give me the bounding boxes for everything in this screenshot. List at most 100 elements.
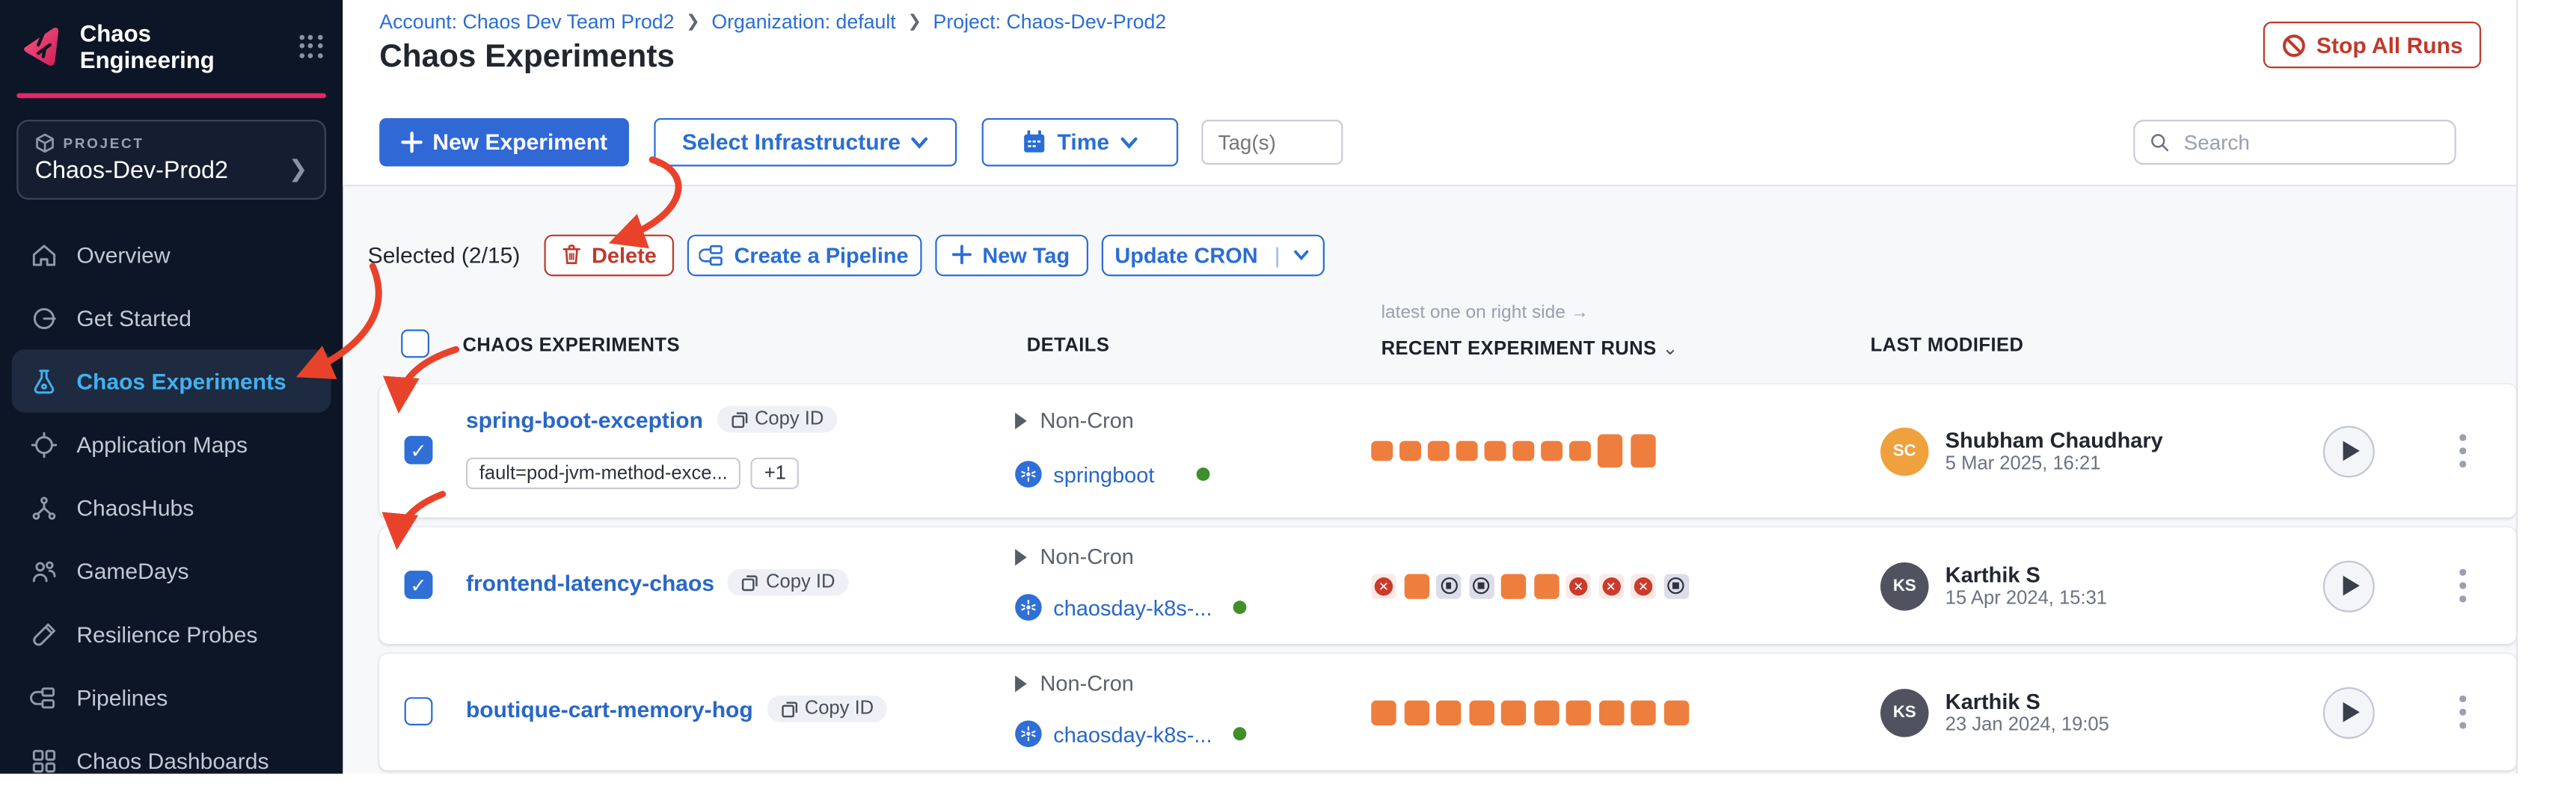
row-checkbox[interactable] — [404, 435, 433, 464]
select-all-checkbox[interactable] — [401, 329, 430, 358]
experiment-name-link[interactable]: spring-boot-exception — [465, 406, 703, 432]
kubernetes-icon — [1015, 461, 1042, 488]
home-icon — [32, 244, 56, 265]
sidebar-item-chaoshubs[interactable]: ChaosHubs — [0, 476, 343, 539]
expand-triangle-icon[interactable] — [1015, 548, 1027, 565]
run-status-stopped[interactable] — [1468, 573, 1494, 598]
run-experiment-button[interactable] — [2322, 559, 2375, 612]
search-input[interactable] — [2180, 129, 2440, 156]
breadcrumb-organization[interactable]: Organization: default — [711, 10, 896, 34]
flask-icon — [34, 369, 55, 393]
run-status-completed[interactable] — [1500, 699, 1527, 725]
infrastructure-link[interactable]: chaosday-k8s-... — [1053, 595, 1212, 620]
run-status-pending[interactable] — [1427, 440, 1449, 461]
copy-icon — [781, 701, 797, 717]
tag-more-chip[interactable]: +1 — [750, 457, 800, 490]
infrastructure-link[interactable]: chaosday-k8s-... — [1053, 721, 1212, 746]
expand-triangle-icon[interactable] — [1015, 411, 1027, 429]
runs-order-note: latest one on right side → — [1381, 302, 1589, 323]
run-status-pending[interactable] — [1371, 440, 1393, 461]
sidebar-item-gamedays[interactable]: GameDays — [0, 539, 343, 603]
run-status-running[interactable] — [1403, 573, 1429, 598]
probe-icon — [33, 622, 56, 645]
infrastructure-link[interactable]: springboot — [1053, 461, 1155, 487]
run-status-pending[interactable] — [1399, 440, 1420, 461]
row-menu-button[interactable] — [2450, 434, 2477, 468]
stop-all-runs-button[interactable]: Stop All Runs — [2263, 21, 2482, 69]
run-experiment-button[interactable] — [2322, 686, 2375, 738]
update-cron-button[interactable]: Update CRON | — [1100, 233, 1324, 276]
breadcrumb-account[interactable]: Account: Chaos Dev Team Prod2 — [379, 10, 675, 34]
breadcrumb-separator: ❯ — [686, 12, 700, 31]
row-menu-button[interactable] — [2450, 568, 2477, 603]
sidebar-item-chaos-dashboards[interactable]: Chaos Dashboards — [0, 728, 343, 792]
run-status-completed[interactable] — [1533, 699, 1559, 725]
recent-runs — [1371, 527, 1689, 644]
run-status-pending[interactable] — [1456, 440, 1477, 461]
run-status-pending[interactable] — [1512, 440, 1534, 461]
new-tag-button[interactable]: New Tag — [934, 233, 1088, 276]
copy-id-button[interactable]: Copy ID — [727, 568, 849, 596]
sidebar-item-chaos-experiments[interactable]: Chaos Experiments — [11, 349, 331, 413]
cron-type[interactable]: Non-Cron — [1015, 544, 1134, 569]
module-grid-icon[interactable] — [299, 34, 322, 58]
run-status-failed[interactable] — [1565, 573, 1591, 598]
run-status-completed_tall[interactable] — [1630, 434, 1655, 468]
run-status-completed[interactable] — [1403, 699, 1429, 725]
time-filter-dropdown[interactable]: Time — [981, 117, 1179, 167]
modified-by-name: Shubham Chaudhary — [1945, 426, 2163, 452]
run-status-failed[interactable] — [1598, 573, 1624, 598]
breadcrumb-project[interactable]: Project: Chaos-Dev-Prod2 — [933, 10, 1167, 34]
sidebar-item-get-started[interactable]: Get Started — [0, 286, 343, 350]
last-modified: KS Karthik S 15 Apr 2024, 15:31 — [1880, 561, 2107, 611]
run-status-pending[interactable] — [1568, 440, 1590, 461]
row-checkbox[interactable] — [404, 697, 433, 726]
run-experiment-button[interactable] — [2322, 425, 2375, 477]
sidebar-item-pipelines[interactable]: Pipelines — [0, 666, 343, 729]
copy-id-button[interactable]: Copy ID — [716, 405, 838, 433]
run-status-running[interactable] — [1436, 699, 1462, 725]
run-status-completed_tall[interactable] — [1597, 434, 1623, 468]
column-recent-runs[interactable]: RECENT EXPERIMENT RUNS ⌄ — [1381, 339, 1679, 360]
expand-triangle-icon[interactable] — [1015, 675, 1027, 692]
new-experiment-button[interactable]: New Experiment — [379, 117, 629, 167]
run-status-completed[interactable] — [1565, 699, 1591, 725]
sidebar-header: Chaos Engineering — [0, 0, 343, 90]
cron-type[interactable]: Non-Cron — [1015, 408, 1134, 432]
sidebar-item-resilience-probes[interactable]: Resilience Probes — [0, 602, 343, 666]
run-status-failed[interactable] — [1371, 573, 1396, 598]
prohibited-icon — [2282, 34, 2305, 56]
avatar: SC — [1880, 426, 1929, 476]
run-status-stopped[interactable] — [1436, 573, 1462, 598]
run-status-running[interactable] — [1533, 573, 1559, 598]
run-status-failed[interactable] — [1631, 573, 1656, 598]
create-pipeline-button[interactable]: Create a Pipeline — [686, 233, 921, 276]
run-status-running[interactable] — [1371, 699, 1396, 725]
search-box[interactable] — [2133, 120, 2456, 165]
select-infrastructure-dropdown[interactable]: Select Infrastructure — [654, 117, 957, 167]
sidebar-item-overview[interactable]: Overview — [0, 223, 343, 286]
sidebar-item-application-maps[interactable]: Application Maps — [0, 413, 343, 476]
breadcrumb-separator: ❯ — [907, 12, 921, 31]
project-selector[interactable]: PROJECT Chaos-Dev-Prod2 ❯ — [16, 120, 327, 200]
run-status-stopped[interactable] — [1663, 573, 1689, 598]
experiment-name-link[interactable]: boutique-cart-memory-hog — [465, 696, 753, 722]
cron-type[interactable]: Non-Cron — [1015, 671, 1134, 696]
run-status-completed[interactable] — [1631, 699, 1656, 725]
play-icon — [2343, 702, 2360, 722]
run-status-completed[interactable] — [1663, 699, 1689, 725]
delete-button[interactable]: Delete — [543, 233, 674, 276]
avatar: KS — [1880, 561, 1929, 610]
scrollbar-track[interactable] — [2515, 0, 2576, 774]
run-status-running[interactable] — [1468, 699, 1494, 725]
run-status-completed[interactable] — [1598, 699, 1624, 725]
run-status-pending[interactable] — [1541, 440, 1562, 461]
row-menu-button[interactable] — [2450, 695, 2477, 729]
copy-id-button[interactable]: Copy ID — [766, 695, 887, 722]
experiment-name-link[interactable]: frontend-latency-chaos — [465, 569, 715, 595]
column-last-modified: LAST MODIFIED — [1870, 336, 2024, 357]
run-status-pending[interactable] — [1484, 440, 1506, 461]
tags-filter-input[interactable] — [1201, 120, 1343, 165]
row-checkbox[interactable] — [404, 571, 433, 599]
run-status-running[interactable] — [1500, 573, 1527, 598]
